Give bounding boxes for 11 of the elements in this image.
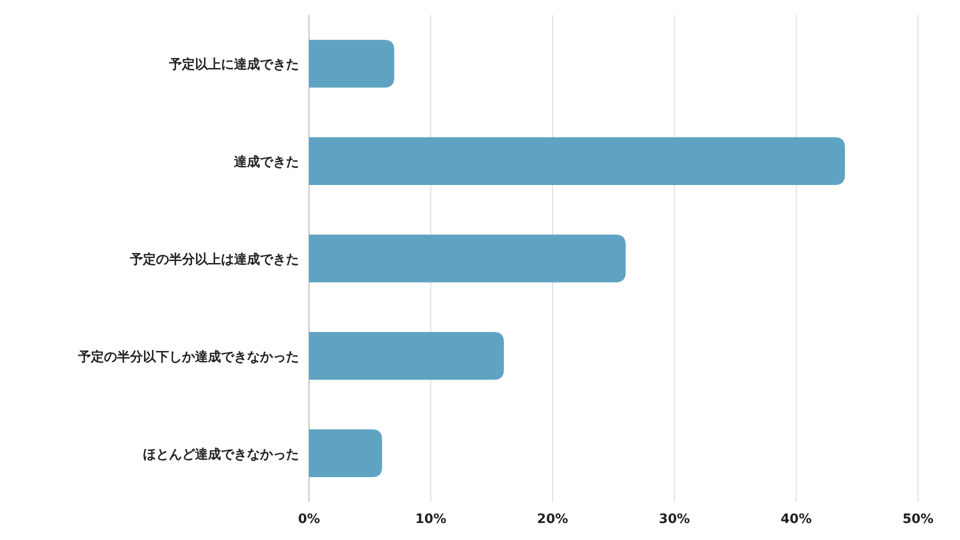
y-tick-label: ほとんど達成できなかった [143,447,299,462]
x-tick-label: 20% [537,512,568,527]
y-tick-label: 予定の半分以上は達成できた [129,252,299,268]
y-tick-label: 予定の半分以下しか達成できなかった [77,348,299,365]
x-tick-label: 50% [902,512,934,527]
x-tick-label: 10% [415,512,446,527]
x-tick-label: 0% [298,512,320,527]
y-tick-label: 達成できた [233,155,299,170]
x-tick-label: 30% [658,512,690,527]
y-tick-label: 予定以上に達成できた [168,56,299,73]
x-tick-label: 40% [780,512,812,527]
